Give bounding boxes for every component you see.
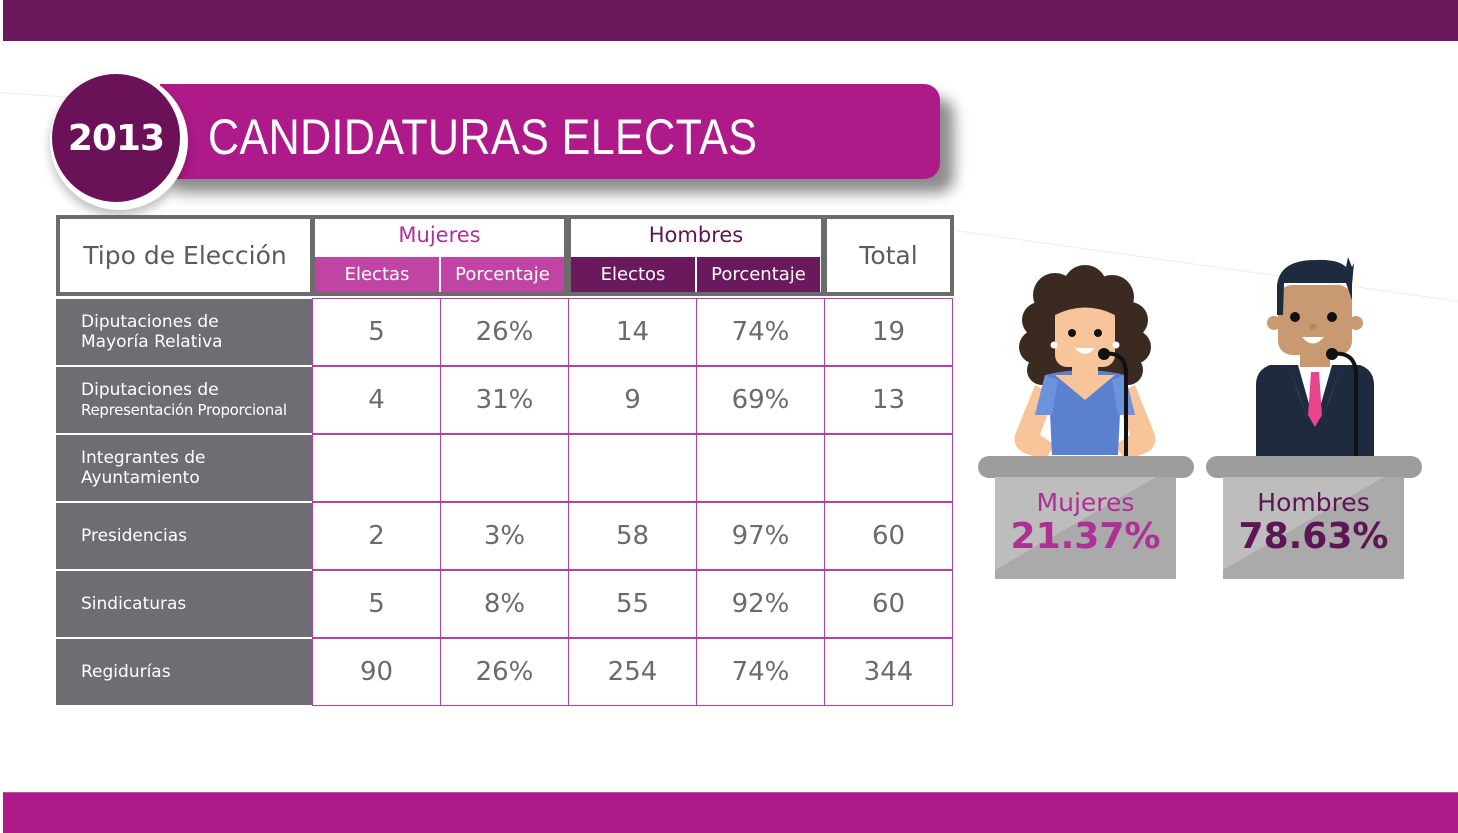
cell-total: 344 xyxy=(824,638,953,706)
row-label-line2: Ayuntamiento xyxy=(81,468,200,488)
cell-mujeres-electas: 5 xyxy=(312,570,441,638)
row-label-sindicaturas: Sindicaturas xyxy=(56,571,312,637)
bottom-bar xyxy=(3,792,1458,833)
year-label: 2013 xyxy=(67,117,165,159)
cell-mujeres-porcentaje: 26% xyxy=(440,638,569,706)
cell-total: 13 xyxy=(824,366,953,434)
row-label-line1: Regidurías xyxy=(81,662,171,682)
cell-hombres-electos: 14 xyxy=(568,298,697,366)
row-label-line1: Diputaciones de xyxy=(81,380,219,400)
cell-hombres-porcentaje: 74% xyxy=(696,638,825,706)
cell-hombres-electos: 55 xyxy=(568,570,697,638)
row-label-line1: Integrantes de xyxy=(81,448,206,468)
row-label-regidurias: Regidurías xyxy=(56,639,312,705)
header-group-hombres: Hombres Electos Porcentaje xyxy=(567,215,825,296)
row-label-line1: Presidencias xyxy=(81,526,187,546)
cell-hombres-porcentaje: 92% xyxy=(696,570,825,638)
podium-hombres: Hombres 78.63% xyxy=(1223,477,1404,579)
row-label-presidencias: Presidencias xyxy=(56,503,312,569)
row-label-line2: Mayoría Relativa xyxy=(81,332,223,352)
cell-mujeres-porcentaje: 26% xyxy=(440,298,569,366)
cell-hombres-porcentaje: 69% xyxy=(696,366,825,434)
header-hombres-porcentaje: Porcentaje xyxy=(697,257,820,292)
cell-mujeres-porcentaje: 8% xyxy=(440,570,569,638)
year-badge: 2013 xyxy=(52,74,180,202)
cell-mujeres-electas xyxy=(312,434,441,502)
summary-hombres-value: 78.63% xyxy=(1238,516,1389,557)
page-title: CANDIDATURAS ELECTAS xyxy=(208,109,758,165)
row-label-line1: Sindicaturas xyxy=(81,594,187,614)
header-total: Total xyxy=(823,215,954,296)
summary-hombres-label: Hombres xyxy=(1257,488,1370,517)
summary-mujeres-label: Mujeres xyxy=(1036,488,1135,517)
header-hombres-electos: Electos xyxy=(571,257,695,292)
top-bar xyxy=(3,0,1458,41)
cell-hombres-porcentaje: 74% xyxy=(696,298,825,366)
header-mujeres-electas: Electas xyxy=(315,257,439,292)
cell-hombres-electos: 9 xyxy=(568,366,697,434)
header-group-mujeres: Mujeres Electas Porcentaje xyxy=(311,215,568,296)
row-label-line2: Representación Proporcional xyxy=(81,401,287,419)
cell-mujeres-electas: 2 xyxy=(312,502,441,570)
podium-top-hombres xyxy=(1206,456,1422,478)
woman-speaker-illustration xyxy=(1014,265,1156,460)
podium-top-mujeres xyxy=(978,456,1194,478)
row-label-line1: Diputaciones de xyxy=(81,312,219,332)
cell-total: 19 xyxy=(824,298,953,366)
podium-mujeres: Mujeres 21.37% xyxy=(995,477,1176,579)
header-hombres-title: Hombres xyxy=(648,223,744,247)
cell-hombres-porcentaje: 97% xyxy=(696,502,825,570)
header-mujeres-title: Mujeres xyxy=(398,223,481,247)
cell-total: 60 xyxy=(824,502,953,570)
cell-mujeres-porcentaje: 3% xyxy=(440,502,569,570)
header-mujeres-porcentaje: Porcentaje xyxy=(441,257,564,292)
row-label-integrantes-ayuntamiento: Integrantes de Ayuntamiento xyxy=(56,435,312,501)
cell-mujeres-electas: 4 xyxy=(312,366,441,434)
cell-total xyxy=(824,434,953,502)
cell-hombres-electos xyxy=(568,434,697,502)
header-tipo-eleccion: Tipo de Elección xyxy=(56,215,314,296)
title-banner xyxy=(160,84,940,179)
summary-mujeres-value: 21.37% xyxy=(1010,516,1161,557)
cell-hombres-electos: 254 xyxy=(568,638,697,706)
cell-mujeres-porcentaje: 31% xyxy=(440,366,569,434)
cell-mujeres-porcentaje xyxy=(440,434,569,502)
row-label-representacion-proporcional: Diputaciones de Representación Proporcio… xyxy=(56,367,312,433)
cell-hombres-electos: 58 xyxy=(568,502,697,570)
cell-mujeres-electas: 5 xyxy=(312,298,441,366)
row-label-mayoria-relativa: Diputaciones de Mayoría Relativa xyxy=(56,299,312,365)
cell-hombres-porcentaje xyxy=(696,434,825,502)
cell-total: 60 xyxy=(824,570,953,638)
man-speaker-illustration xyxy=(1256,257,1374,460)
cell-mujeres-electas: 90 xyxy=(312,638,441,706)
